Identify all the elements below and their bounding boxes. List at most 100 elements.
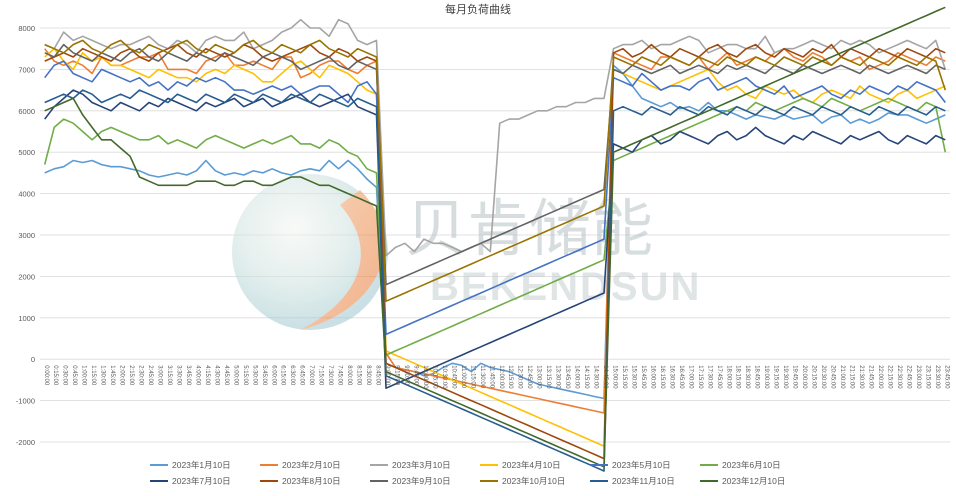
x-tick-label: 7:45:00 [337,365,343,386]
series-lines [43,6,947,472]
x-tick-label: 1:00:00 [81,365,87,386]
legend-item-4: 2023年4月10日 [480,459,590,471]
x-tick-label: 13:15:00 [545,365,551,389]
legend-item-6: 2023年6月10日 [700,459,810,471]
x-tick-label: 20:15:00 [811,365,817,389]
x-tick-label: 9:00:00 [384,365,390,386]
series-line-12 [44,6,946,468]
x-tick-label: 15:45:00 [640,365,646,389]
x-tick-label: 12:00:00 [498,365,504,389]
y-tick-label: 4000 [18,190,35,199]
x-tick-label: 8:00:00 [346,365,352,386]
y-tick-label: 1000 [18,314,35,323]
chart-title: 每月负荷曲线 [445,4,511,16]
chart-legend: 2023年1月10日 2023年2月10日 2023年3月10日 2023年4月10日… [150,459,810,487]
x-tick-label: 23:00:00 [915,365,921,389]
x-tick-label: 13:00:00 [536,365,542,389]
series-line-5 [44,60,946,336]
x-tick-label: 22:15:00 [886,365,892,389]
legend-item-7: 2023年7月10日 [150,475,260,487]
x-tick-label: 14:45:00 [602,365,608,389]
legend-swatch [150,480,168,482]
x-tick-label: 4:45:00 [223,365,229,386]
y-tick-label: 2000 [18,272,35,281]
x-tick-label: 18:00:00 [725,365,731,389]
legend-label: 2023年2月10日 [282,460,341,470]
y-tick-label: -2000 [16,438,35,447]
x-tick-label: 17:45:00 [716,365,722,389]
legend-label: 2023年7月10日 [172,476,231,486]
x-tick-label: 6:00:00 [270,365,276,386]
legend-label: 2023年11月10日 [612,476,675,486]
legend-label: 2023年9月10日 [392,476,451,486]
legend-swatch [260,464,278,466]
x-tick-label: 10:30:00 [441,365,447,389]
y-tick-label: 3000 [18,231,35,240]
x-tick-label: 4:30:00 [213,365,219,386]
x-tick-label: 7:30:00 [327,365,333,386]
x-tick-label: 6:45:00 [299,365,305,386]
y-tick-label: -1000 [16,397,35,406]
x-tick-label: 21:30:00 [858,365,864,389]
x-tick-label: 4:00:00 [194,365,200,386]
legend-item-8: 2023年8月10日 [260,475,370,487]
x-tick-label: 20:00:00 [801,365,807,389]
legend-item-5: 2023年5月10日 [590,459,700,471]
legend-swatch [370,480,388,482]
x-tick-label: 2:30:00 [138,365,144,386]
x-tick-label: 23:30:00 [934,365,940,389]
legend-item-1: 2023年1月10日 [150,459,260,471]
x-tick-label: 19:15:00 [773,365,779,389]
x-tick-label: 9:30:00 [403,365,409,386]
x-tick-label: 19:45:00 [792,365,798,389]
legend-swatch [590,480,608,482]
x-tick-label: 11:45:00 [488,365,494,389]
legend-item-11: 2023年11月10日 [590,475,700,487]
x-tick-label: 16:30:00 [668,365,674,389]
x-tick-label: 8:45:00 [375,365,381,386]
legend-label: 2023年6月10日 [722,460,781,470]
x-tick-label: 4:15:00 [204,365,210,386]
x-tick-label: 6:30:00 [289,365,295,386]
x-tick-label: 0:00:00 [43,365,49,386]
x-tick-label: 2:45:00 [147,365,153,386]
legend-swatch [700,480,718,482]
legend-item-9: 2023年9月10日 [370,475,480,487]
x-tick-label: 1:30:00 [100,365,106,386]
x-tick-label: 11:30:00 [479,365,485,389]
x-tick-label: 23:15:00 [924,365,930,389]
x-tick-label: 15:30:00 [630,365,636,389]
x-tick-label: 13:45:00 [564,365,570,389]
x-tick-label: 2:00:00 [119,365,125,386]
x-tick-label: 10:00:00 [422,365,428,389]
x-tick-label: 14:15:00 [583,365,589,389]
x-tick-label: 16:15:00 [659,365,665,389]
y-tick-label: 8000 [18,24,35,33]
x-tick-label: 0:30:00 [62,365,68,386]
x-tick-label: 18:30:00 [744,365,750,389]
x-tick-label: 21:45:00 [867,365,873,389]
watermark-logo: 贝肯储能 BEKENDSUN [232,174,701,330]
legend-label: 2023年5月10日 [612,460,671,470]
x-tick-label: 15:15:00 [621,365,627,389]
x-tick-label: 8:15:00 [356,365,362,386]
watermark-swoosh [300,190,385,330]
x-tick-label: 5:00:00 [232,365,238,386]
legend-swatch [260,480,278,482]
series-line-10 [44,39,947,302]
series-line-3 [44,18,947,257]
legend-label: 2023年4月10日 [502,460,561,470]
legend-swatch [700,464,718,466]
x-tick-label: 3:45:00 [185,365,191,386]
series-line-7 [44,89,946,389]
x-tick-label: 22:00:00 [877,365,883,389]
x-tick-label: 0:15:00 [52,365,58,386]
x-tick-label: 7:15:00 [318,365,324,386]
x-tick-label: 10:45:00 [450,365,456,389]
x-tick-label: 15:00:00 [611,365,617,389]
x-tick-label: 19:30:00 [782,365,788,389]
x-tick-label: 20:30:00 [820,365,826,389]
x-tick-label: 1:15:00 [90,365,96,386]
watermark-brand-en: BEKENDSUN [430,265,701,309]
